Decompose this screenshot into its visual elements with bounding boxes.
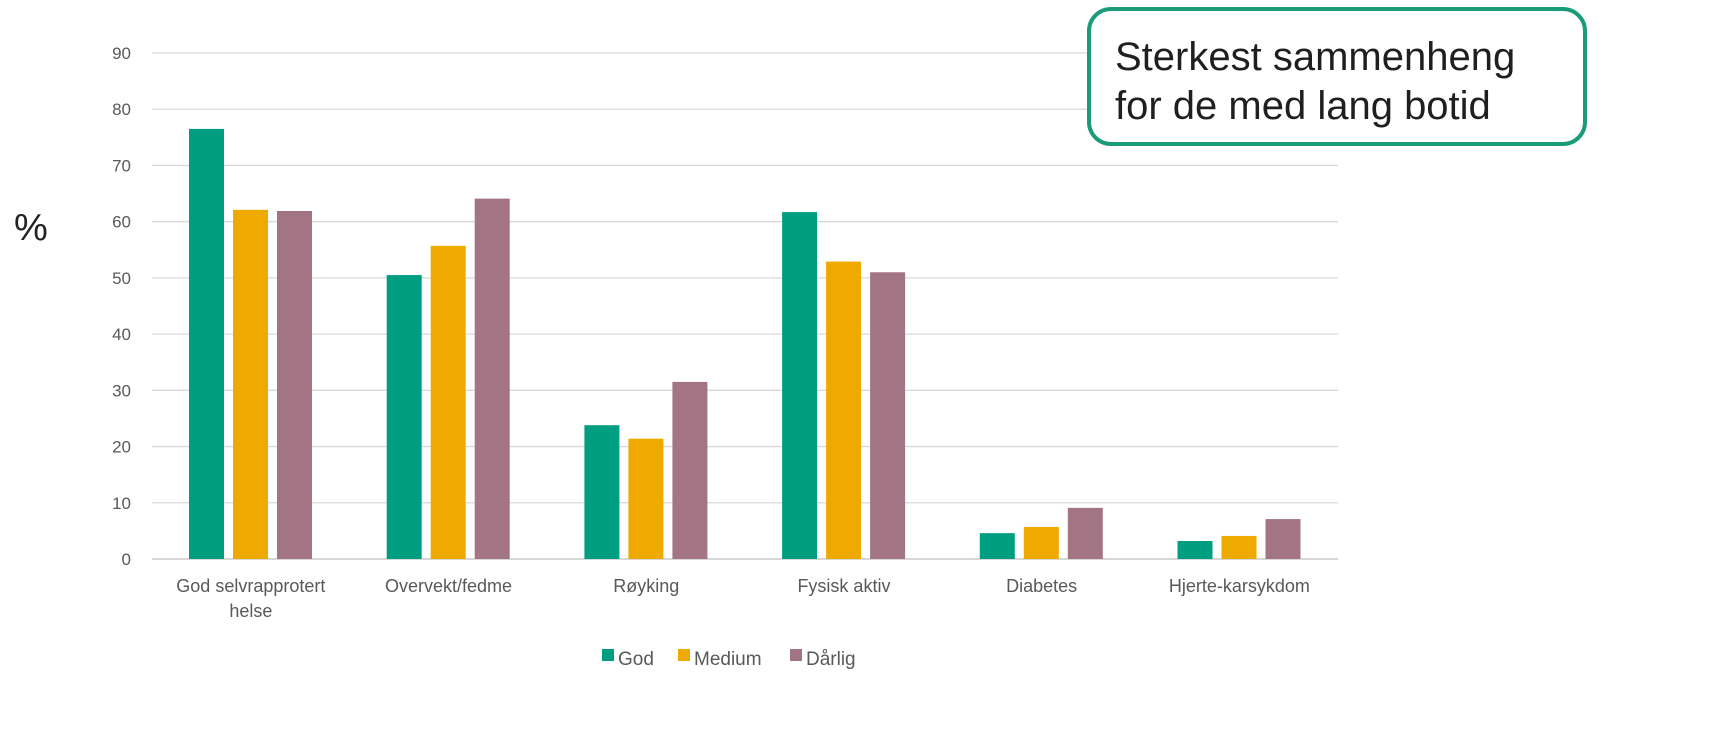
bar-medium: [1023, 526, 1059, 559]
bar-d-rlig: [870, 272, 906, 559]
x-category-label: Fysisk aktiv: [797, 576, 890, 596]
bar-medium: [1221, 535, 1257, 559]
y-axis-unit-label: %: [14, 207, 48, 249]
bar-medium: [628, 438, 664, 559]
bar-god: [1177, 541, 1213, 559]
legend-swatch: [602, 649, 614, 661]
x-category-label: Diabetes: [1006, 576, 1077, 596]
x-category-label: Overvekt/fedme: [385, 576, 512, 596]
legend-swatch: [678, 649, 690, 661]
x-category-label: helse: [229, 601, 272, 621]
x-category-label: Hjerte-karsykdom: [1169, 576, 1310, 596]
bar-d-rlig: [1067, 507, 1103, 559]
legend-label: Dårlig: [806, 649, 856, 670]
y-tick-label: 10: [112, 494, 131, 513]
y-tick-label: 70: [112, 156, 131, 175]
y-tick-label: 90: [112, 44, 131, 63]
legend-label: God: [618, 649, 654, 670]
y-tick-label: 50: [112, 269, 131, 288]
legend-swatch: [790, 649, 802, 661]
bar-d-rlig: [474, 198, 510, 560]
annotation-callout: Sterkest sammenheng for de med lang boti…: [1087, 7, 1587, 146]
bar-god: [979, 533, 1015, 559]
y-tick-label: 20: [112, 438, 131, 457]
y-tick-label: 30: [112, 381, 131, 400]
legend-label: Medium: [694, 649, 762, 670]
annotation-line-1: Sterkest sammenheng: [1115, 35, 1516, 79]
x-category-label: Røyking: [613, 576, 679, 596]
y-tick-label: 40: [112, 325, 131, 344]
bars: [189, 128, 1301, 560]
y-tick-label: 0: [122, 550, 131, 569]
legend: God Medium Dårlig: [602, 649, 856, 670]
bar-medium: [430, 245, 466, 559]
y-tick-label: 80: [112, 100, 131, 119]
bar-d-rlig: [672, 381, 708, 559]
x-axis-category-labels: God selvrapprotert helse Overvekt/fedme Røy…: [176, 576, 1310, 621]
x-category-label: God selvrapprotert: [176, 576, 325, 596]
bar-d-rlig: [277, 210, 312, 560]
y-tick-label: 60: [112, 213, 131, 232]
bar-god: [584, 425, 620, 559]
annotation-line-2: for de med lang botid: [1115, 84, 1491, 128]
bar-god: [189, 128, 224, 559]
bar-medium: [826, 261, 862, 559]
bar-medium: [233, 209, 268, 560]
y-axis-tick-labels: 0 10 20 30 40 50 60 70 80 90: [112, 44, 131, 569]
bar-god: [782, 212, 818, 559]
bar-d-rlig: [1265, 519, 1301, 559]
bar-god: [386, 275, 422, 559]
